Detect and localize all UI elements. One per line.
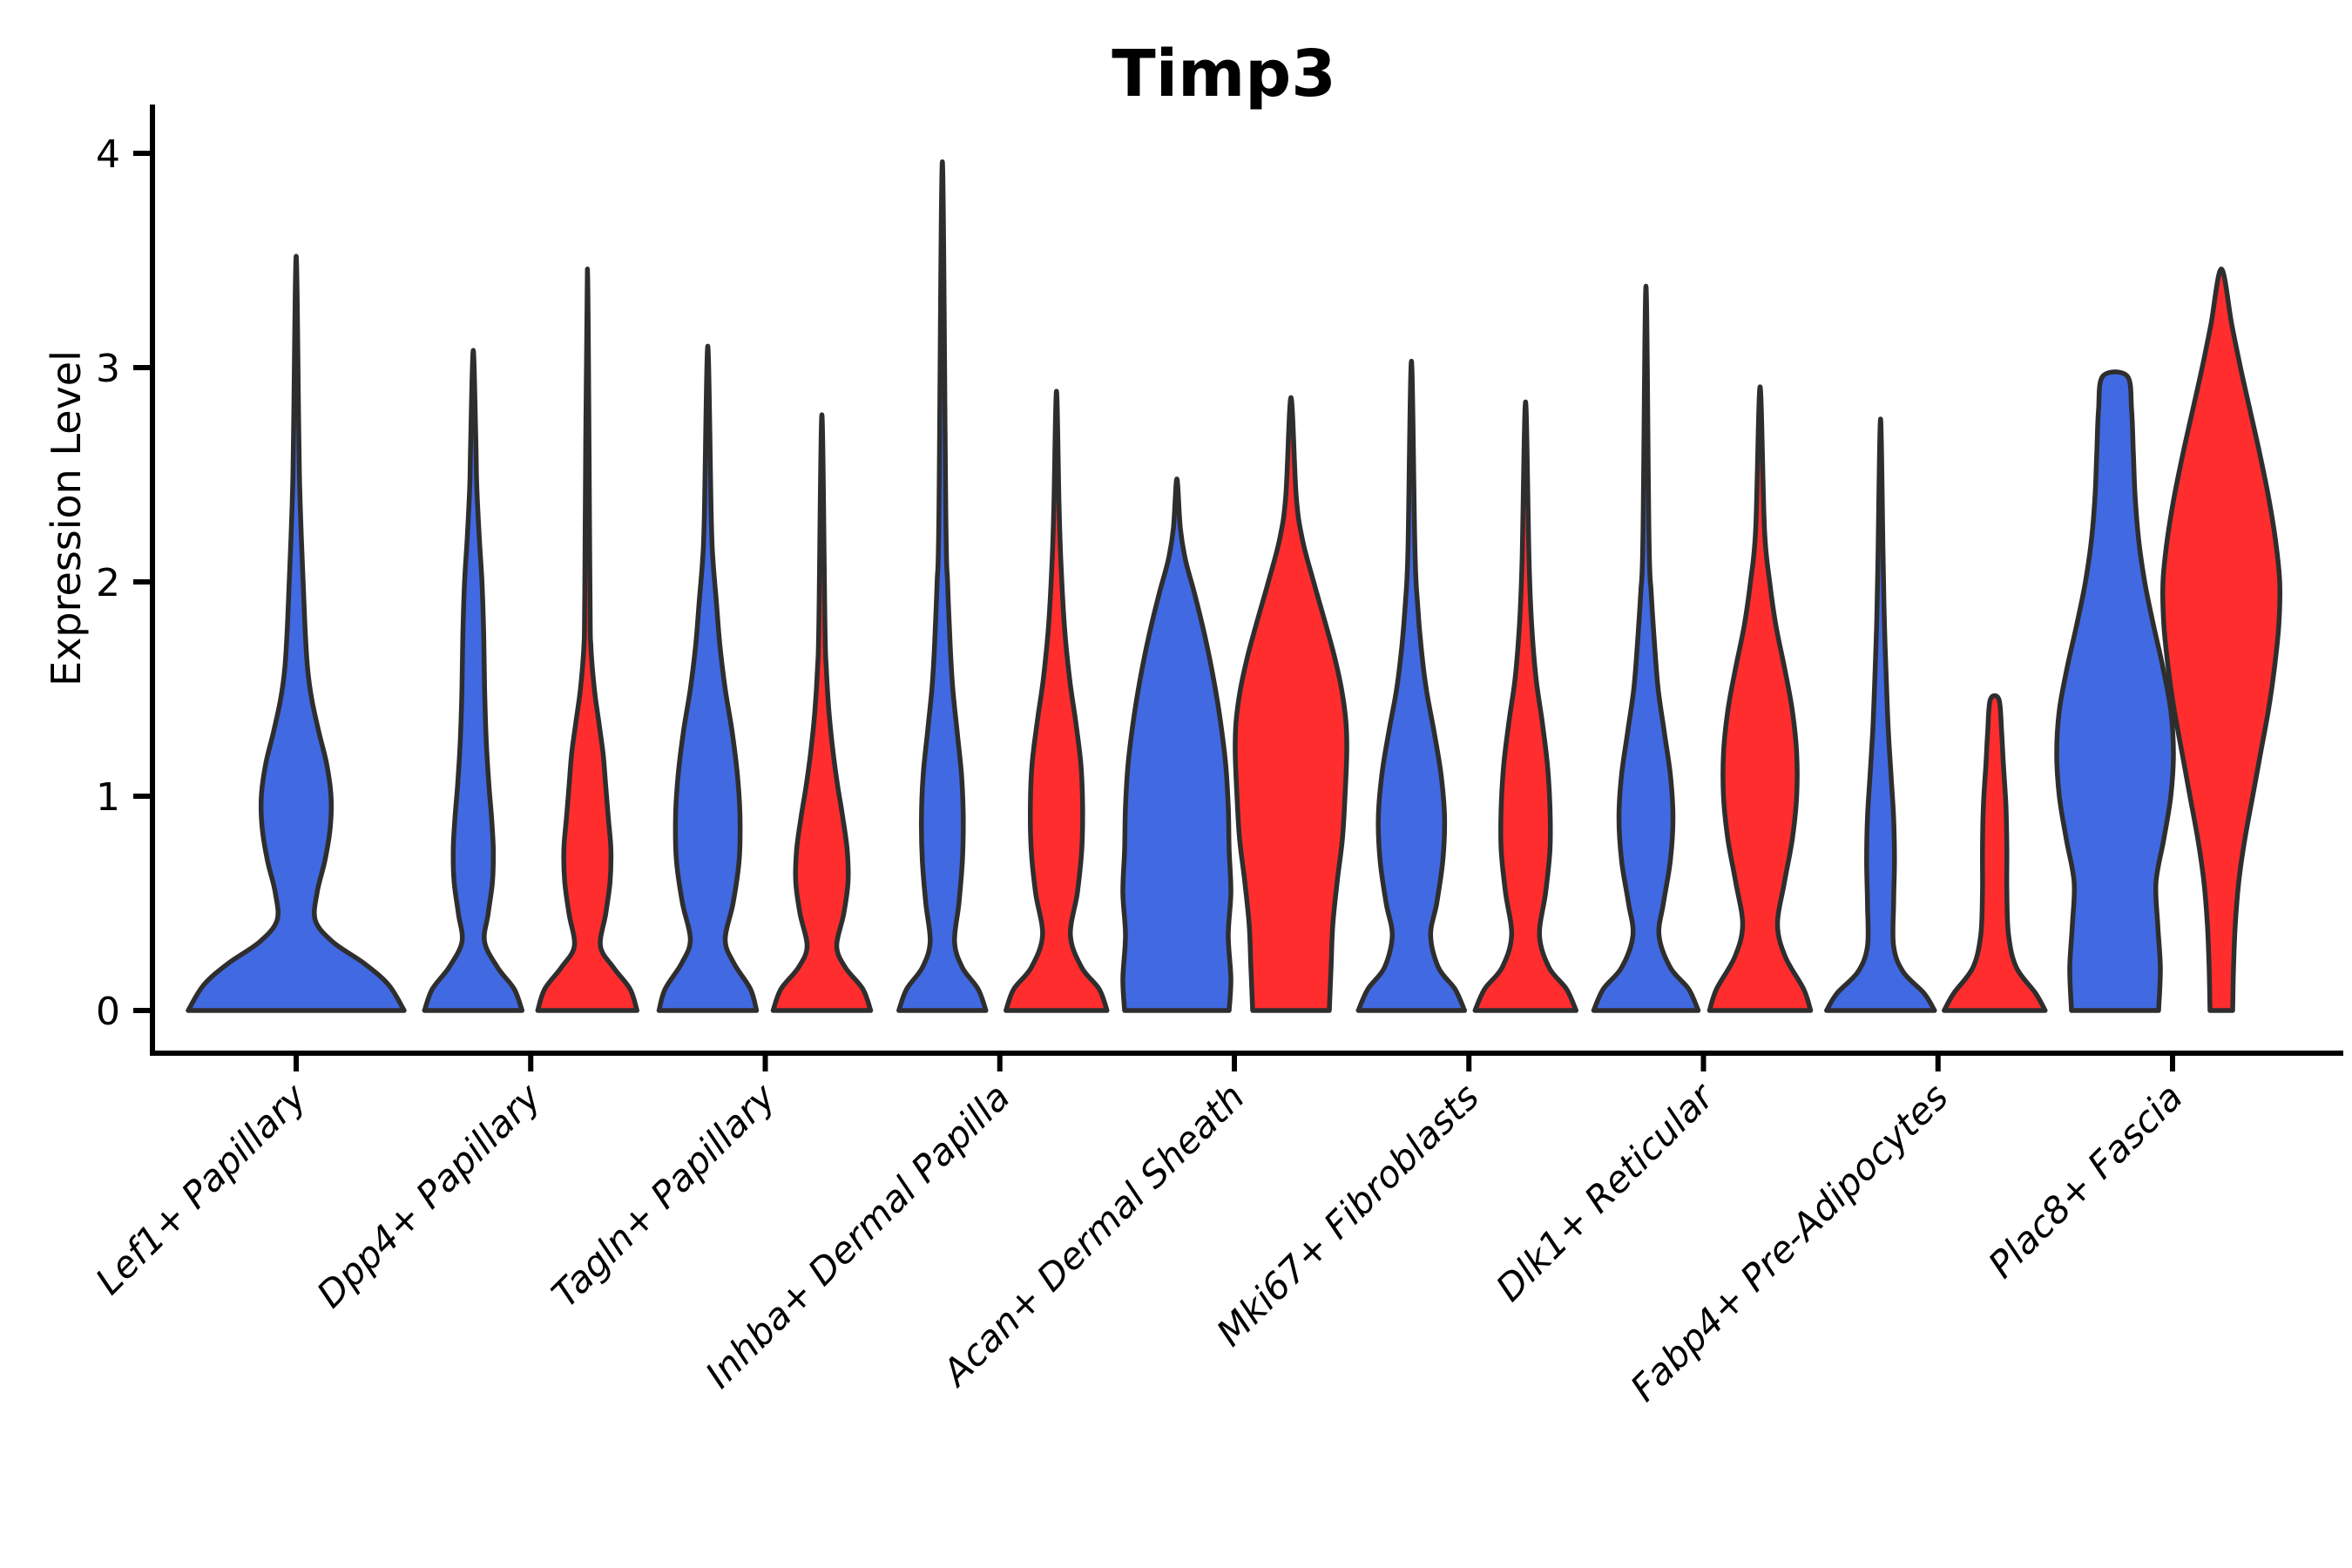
violin-3-blue	[896, 159, 989, 1013]
x-tick-label: Dpp4+ Papillary	[308, 1075, 550, 1316]
violin-8-blue	[2054, 369, 2176, 1013]
violin-7-blue	[1824, 416, 1937, 1013]
x-tick-label: Tagln+ Papillary	[544, 1075, 785, 1316]
violin-4-blue	[1120, 476, 1233, 1013]
y-axis-label: Expression Level	[43, 350, 90, 686]
x-axis-ticks	[294, 1056, 2175, 1071]
violin-5-blue	[1355, 358, 1468, 1013]
y-tick-label: 4	[96, 132, 120, 177]
violin-3-red	[1004, 389, 1110, 1013]
violin-8-red	[2159, 267, 2283, 1013]
y-tick-label: 1	[96, 775, 120, 820]
violin-1-red	[535, 267, 640, 1013]
y-tick-label: 0	[96, 990, 120, 1034]
x-tick-label: Plac8+ Fascia	[1980, 1075, 2191, 1286]
violin-6-blue	[1591, 283, 1701, 1013]
violin-2-blue	[656, 343, 760, 1013]
y-tick-label: 3	[96, 347, 120, 391]
violins-layer	[186, 159, 2283, 1013]
plot-title: Timp3	[1112, 37, 1335, 112]
y-tick-label: 2	[96, 561, 120, 605]
violin-5-red	[1472, 399, 1579, 1013]
violin-4-red	[1233, 395, 1349, 1013]
violin-1-blue	[422, 348, 525, 1013]
violin-6-red	[1707, 384, 1814, 1013]
violin-7-red	[1942, 693, 2048, 1013]
violin-2-red	[770, 412, 874, 1013]
violin-0-blue	[186, 253, 407, 1013]
x-tick-label: Lef1+ Papillary	[87, 1075, 315, 1303]
x-tick-label: Mki67+ Fibroblasts	[1208, 1075, 1487, 1354]
y-axis-ticks: 0 1 2 3 4	[96, 132, 152, 1034]
x-tick-label: Dlk1+ Reticular	[1488, 1073, 1724, 1309]
